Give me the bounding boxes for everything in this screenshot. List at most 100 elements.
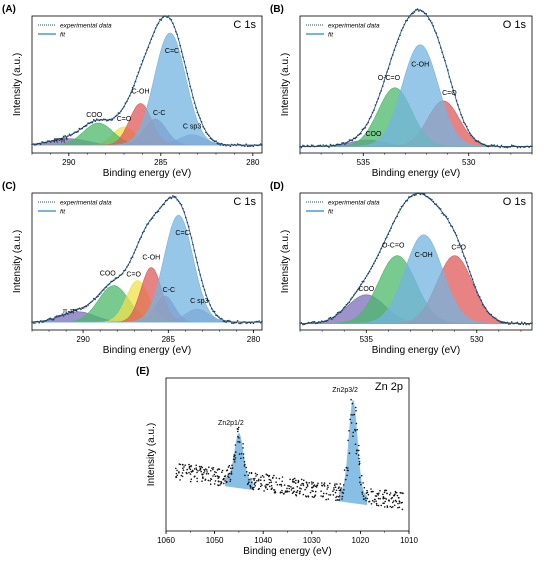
data-point (353, 413, 356, 416)
data-point (347, 439, 349, 442)
data-point (31, 143, 33, 146)
data-point (377, 97, 380, 100)
legend-data-label: experimental data (60, 23, 112, 30)
data-point (246, 145, 249, 148)
data-point (370, 503, 373, 505)
data-point (390, 497, 393, 500)
x-tick-label: 285 (154, 158, 168, 167)
data-point (421, 192, 423, 194)
data-point (256, 473, 259, 476)
data-point (302, 493, 305, 496)
data-point (273, 489, 276, 491)
data-point (513, 322, 516, 325)
data-point (334, 486, 337, 489)
data-point (381, 245, 384, 247)
data-point (270, 484, 273, 487)
data-point (187, 78, 190, 80)
data-point (428, 18, 430, 21)
data-point (310, 321, 313, 324)
x-tick-label: 290 (76, 335, 90, 344)
data-point (497, 320, 500, 322)
data-point (231, 322, 233, 324)
data-point (329, 482, 331, 485)
data-point (518, 323, 520, 325)
data-point (77, 130, 79, 133)
data-point (80, 128, 82, 130)
data-point (350, 298, 352, 300)
data-point (489, 313, 491, 316)
data-point (348, 301, 351, 304)
legend-fit-label: fit (328, 209, 334, 216)
data-point (111, 280, 114, 283)
data-point (242, 457, 245, 459)
data-point (400, 205, 403, 208)
data-point (184, 464, 186, 467)
data-point (306, 484, 309, 486)
data-point (495, 145, 497, 148)
data-point (196, 111, 199, 114)
data-point (116, 277, 118, 279)
data-point (406, 19, 409, 22)
data-point (415, 193, 417, 196)
data-point (281, 476, 284, 478)
data-point (299, 487, 301, 489)
data-point (387, 67, 390, 70)
plot-frame (31, 192, 263, 331)
data-point (113, 117, 115, 119)
data-point (93, 297, 95, 300)
data-point (332, 316, 335, 319)
data-point (503, 146, 506, 148)
data-point (408, 16, 410, 19)
data-point (234, 444, 237, 446)
data-point (296, 485, 299, 488)
panel-4: (E) Zn 2p Binding energy (eV) Intensity (a.… (136, 366, 418, 557)
data-point (390, 227, 393, 229)
data-point (268, 475, 270, 478)
data-point (256, 144, 259, 147)
data-point (354, 443, 357, 446)
panel-title: Zn 2p (375, 381, 403, 393)
data-point (234, 461, 236, 463)
data-point (200, 121, 203, 123)
data-point (256, 480, 258, 482)
data-point (220, 482, 222, 485)
data-point (473, 137, 475, 139)
data-point (48, 140, 51, 142)
x-tick-label: 285 (162, 335, 176, 344)
data-point (318, 144, 320, 147)
panel-0: (A) C 1s Binding energy (eV) Intensity (a.u… (2, 4, 263, 179)
data-point (516, 321, 519, 324)
data-point (313, 496, 315, 499)
data-point (233, 454, 235, 456)
data-point (41, 321, 43, 323)
data-point (253, 483, 256, 485)
data-point (129, 261, 131, 263)
data-point (263, 490, 265, 492)
peak-label: C-C (153, 110, 165, 117)
data-point (300, 146, 303, 149)
data-point (48, 317, 50, 320)
data-point (140, 236, 143, 238)
data-point (385, 498, 388, 500)
data-point (60, 138, 62, 140)
data-point (418, 192, 420, 194)
data-point (307, 321, 310, 324)
data-point (347, 302, 349, 305)
data-point (281, 491, 283, 494)
data-point (323, 482, 326, 484)
data-point (228, 472, 231, 475)
data-point (531, 322, 533, 324)
data-point (227, 473, 230, 475)
data-point (348, 139, 351, 141)
data-point (233, 455, 235, 458)
data-point (244, 474, 246, 477)
data-point (95, 118, 98, 120)
data-point (57, 138, 59, 140)
data-point (195, 467, 197, 469)
data-point (401, 508, 404, 511)
data-point (410, 195, 413, 198)
data-point (361, 280, 364, 283)
data-point (397, 506, 399, 509)
data-point (486, 145, 488, 148)
